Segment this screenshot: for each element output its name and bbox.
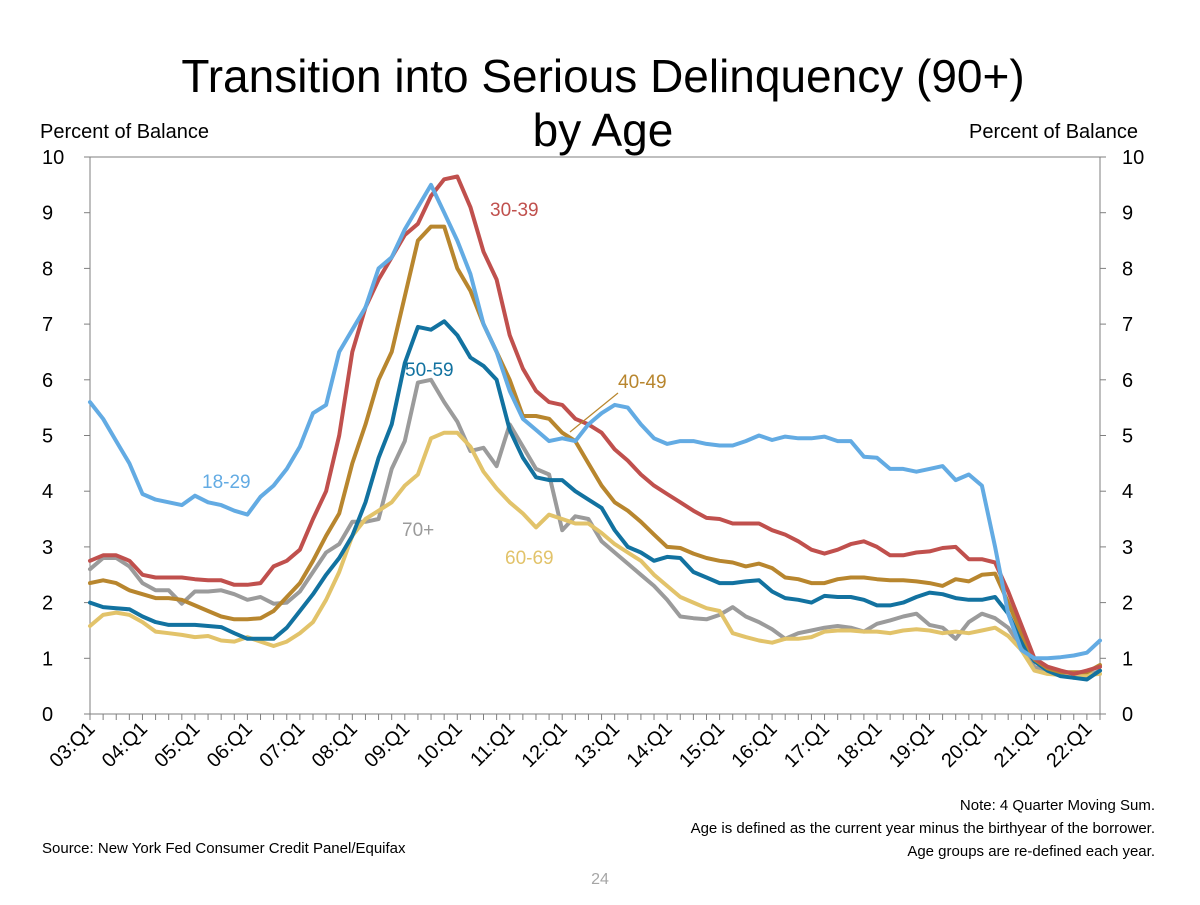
series-label-50-59: 50-59 — [405, 360, 454, 381]
note-line-2: Age is defined as the current year minus… — [691, 820, 1155, 837]
x-tick-label: 20:Q1 — [937, 718, 991, 772]
y-tick-label-right: 9 — [1122, 203, 1133, 225]
x-tick-label: 06:Q1 — [203, 718, 257, 772]
y-tick-label-left: 9 — [42, 203, 53, 225]
y-axis-label-right: Percent of Balance — [969, 121, 1138, 143]
x-tick-label: 15:Q1 — [675, 718, 729, 772]
x-tick-label: 11:Q1 — [466, 718, 519, 771]
y-tick-label-right: 5 — [1122, 426, 1133, 448]
y-tick-label-left: 3 — [42, 537, 53, 559]
x-tick-label: 14:Q1 — [623, 718, 677, 772]
y-tick-label-left: 5 — [42, 426, 53, 448]
y-tick-label-left: 10 — [42, 147, 64, 169]
note-line-3: Age groups are re-defined each year. — [907, 843, 1155, 860]
x-tick-label: 21:Q1 — [990, 718, 1044, 772]
x-tick-label: 03:Q1 — [45, 718, 99, 772]
y-axis-label-left: Percent of Balance — [40, 121, 209, 143]
y-axis-right: 0 1 2 3 4 5 6 7 8 9 10 — [1100, 147, 1144, 726]
y-tick-label-right: 3 — [1122, 537, 1133, 559]
source-text: Source: New York Fed Consumer Credit Pan… — [42, 840, 406, 857]
y-tick-label-right: 6 — [1122, 370, 1133, 392]
series-label-30-39: 30-39 — [490, 200, 539, 221]
y-tick-label-right: 10 — [1122, 147, 1144, 169]
series-line-50-59 — [88, 319, 1102, 682]
x-axis: 03:Q104:Q105:Q106:Q107:Q108:Q109:Q110:Q1… — [45, 714, 1101, 772]
x-tick-label: 04:Q1 — [98, 718, 152, 772]
x-tick-label: 08:Q1 — [308, 718, 362, 772]
y-tick-label-right: 7 — [1122, 314, 1133, 336]
y-tick-label-left: 7 — [42, 314, 53, 336]
note-line-1: Note: 4 Quarter Moving Sum. — [960, 797, 1155, 814]
y-tick-label-right: 0 — [1122, 704, 1133, 726]
series-label-40-49-leader — [569, 392, 619, 433]
y-tick-label-right: 2 — [1122, 593, 1133, 615]
x-tick-label: 12:Q1 — [518, 718, 572, 772]
y-axis-left: 0 1 2 3 4 5 6 7 8 9 10 — [42, 147, 90, 726]
x-tick-label: 13:Q1 — [570, 718, 624, 772]
chart-title-line1: Transition into Serious Delinquency (90+… — [181, 50, 1024, 102]
series-label-18-29: 18-29 — [202, 472, 251, 493]
y-tick-label-left: 6 — [42, 370, 53, 392]
y-tick-label-left: 0 — [42, 704, 53, 726]
series-line-60-69 — [88, 430, 1102, 679]
series-label-60-69: 60-69 — [505, 548, 554, 569]
chart-title-line2: by Age — [533, 104, 674, 156]
series-label-40-49: 40-49 — [618, 372, 667, 393]
y-tick-label-left: 2 — [42, 593, 53, 615]
series-line-30-39 — [88, 174, 1102, 676]
series-label-70-plus: 70+ — [402, 520, 434, 541]
series-line-40-49 — [88, 224, 1102, 675]
x-tick-label: 16:Q1 — [728, 718, 782, 772]
x-tick-label: 22:Q1 — [1042, 718, 1096, 772]
series-lines — [88, 174, 1102, 682]
x-tick-label: 17:Q1 — [780, 718, 834, 772]
y-tick-label-right: 8 — [1122, 258, 1133, 280]
page-number: 24 — [591, 871, 609, 888]
x-tick-label: 09:Q1 — [360, 718, 414, 772]
y-tick-label-right: 4 — [1122, 481, 1133, 503]
y-tick-label-left: 8 — [42, 258, 53, 280]
x-tick-label: 18:Q1 — [832, 718, 886, 772]
series-line-18-29 — [88, 182, 1102, 661]
x-tick-label: 07:Q1 — [255, 718, 309, 772]
x-tick-label: 05:Q1 — [150, 718, 204, 772]
y-tick-label-right: 1 — [1122, 648, 1133, 670]
x-tick-label: 19:Q1 — [885, 718, 939, 772]
x-tick-label: 10:Q1 — [413, 718, 467, 772]
y-tick-label-left: 4 — [42, 481, 53, 503]
y-tick-label-left: 1 — [42, 648, 53, 670]
